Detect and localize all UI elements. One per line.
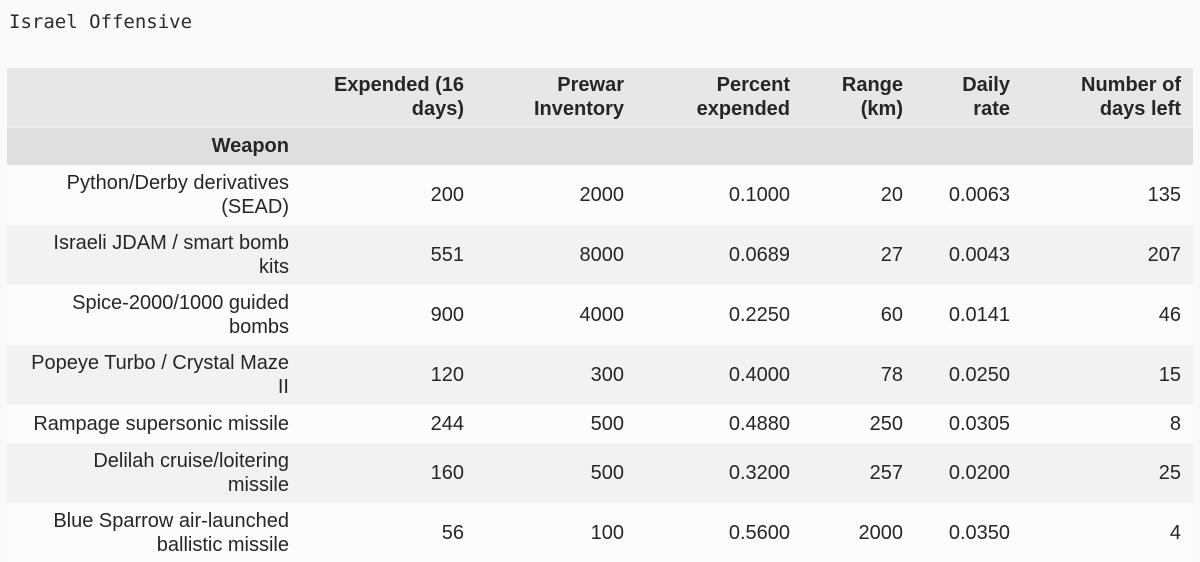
column-header-row: Expended (16 days) Prewar Inventory Perc… bbox=[7, 68, 1193, 128]
weapon-name-cell: Popeye Turbo / Crystal Maze II bbox=[7, 345, 301, 405]
days-left-cell: 46 bbox=[1022, 285, 1193, 345]
range-km-cell: 2000 bbox=[802, 503, 915, 562]
days-left-cell: 8 bbox=[1022, 405, 1193, 443]
daily-rate-cell: 0.0350 bbox=[915, 503, 1022, 562]
percent-expended-cell: 0.2250 bbox=[636, 285, 802, 345]
range-km-cell: 257 bbox=[802, 443, 915, 503]
percent-expended-cell: 0.5600 bbox=[636, 503, 802, 562]
column-header-days-left: Number of days left bbox=[1022, 68, 1193, 128]
table-row: Rampage supersonic missile 244 500 0.488… bbox=[7, 405, 1193, 443]
days-left-cell: 4 bbox=[1022, 503, 1193, 562]
weapon-name-cell: Python/Derby derivatives (SEAD) bbox=[7, 165, 301, 225]
column-header-prewar-inventory: Prewar Inventory bbox=[476, 68, 636, 128]
days-left-cell: 25 bbox=[1022, 443, 1193, 503]
expended-cell: 120 bbox=[301, 345, 476, 405]
daily-rate-cell: 0.0141 bbox=[915, 285, 1022, 345]
weapons-data-table: Expended (16 days) Prewar Inventory Perc… bbox=[7, 68, 1193, 562]
expended-cell: 56 bbox=[301, 503, 476, 562]
range-km-cell: 27 bbox=[802, 225, 915, 285]
prewar-inventory-cell: 500 bbox=[476, 405, 636, 443]
column-header-daily-rate: Daily rate bbox=[915, 68, 1022, 128]
expended-cell: 900 bbox=[301, 285, 476, 345]
corner-blank-cell bbox=[7, 68, 301, 128]
weapon-name-cell: Delilah cruise/loitering missile bbox=[7, 443, 301, 503]
weapon-name-cell: Spice-2000/1000 guided bombs bbox=[7, 285, 301, 345]
daily-rate-cell: 0.0200 bbox=[915, 443, 1022, 503]
days-left-cell: 135 bbox=[1022, 165, 1193, 225]
weapon-name-cell: Blue Sparrow air-launched ballistic miss… bbox=[7, 503, 301, 562]
table-row: Israeli JDAM / smart bomb kits 551 8000 … bbox=[7, 225, 1193, 285]
table-body: Python/Derby derivatives (SEAD) 200 2000… bbox=[7, 165, 1193, 562]
percent-expended-cell: 0.3200 bbox=[636, 443, 802, 503]
prewar-inventory-cell: 8000 bbox=[476, 225, 636, 285]
percent-expended-cell: 0.4880 bbox=[636, 405, 802, 443]
prewar-inventory-cell: 4000 bbox=[476, 285, 636, 345]
table-row: Blue Sparrow air-launched ballistic miss… bbox=[7, 503, 1193, 562]
weapon-name-cell: Israeli JDAM / smart bomb kits bbox=[7, 225, 301, 285]
column-header-expended: Expended (16 days) bbox=[301, 68, 476, 128]
daily-rate-cell: 0.0063 bbox=[915, 165, 1022, 225]
column-header-percent-expended: Percent expended bbox=[636, 68, 802, 128]
expended-cell: 200 bbox=[301, 165, 476, 225]
prewar-inventory-cell: 500 bbox=[476, 443, 636, 503]
daily-rate-cell: 0.0043 bbox=[915, 225, 1022, 285]
table-header: Expended (16 days) Prewar Inventory Perc… bbox=[7, 68, 1193, 165]
table-row: Delilah cruise/loitering missile 160 500… bbox=[7, 443, 1193, 503]
percent-expended-cell: 0.4000 bbox=[636, 345, 802, 405]
prewar-inventory-cell: 300 bbox=[476, 345, 636, 405]
expended-cell: 160 bbox=[301, 443, 476, 503]
column-header-range-km: Range (km) bbox=[802, 68, 915, 128]
percent-expended-cell: 0.0689 bbox=[636, 225, 802, 285]
index-header-row: Weapon bbox=[7, 127, 1193, 165]
table-row: Python/Derby derivatives (SEAD) 200 2000… bbox=[7, 165, 1193, 225]
days-left-cell: 15 bbox=[1022, 345, 1193, 405]
daily-rate-cell: 0.0305 bbox=[915, 405, 1022, 443]
prewar-inventory-cell: 100 bbox=[476, 503, 636, 562]
daily-rate-cell: 0.0250 bbox=[915, 345, 1022, 405]
weapon-name-cell: Rampage supersonic missile bbox=[7, 405, 301, 443]
range-km-cell: 60 bbox=[802, 285, 915, 345]
index-label: Weapon bbox=[211, 135, 289, 158]
table-row: Popeye Turbo / Crystal Maze II 120 300 0… bbox=[7, 345, 1193, 405]
days-left-cell: 207 bbox=[1022, 225, 1193, 285]
page-title: Israel Offensive bbox=[9, 11, 193, 33]
table-row: Spice-2000/1000 guided bombs 900 4000 0.… bbox=[7, 285, 1193, 345]
expended-cell: 244 bbox=[301, 405, 476, 443]
range-km-cell: 78 bbox=[802, 345, 915, 405]
expended-cell: 551 bbox=[301, 225, 476, 285]
prewar-inventory-cell: 2000 bbox=[476, 165, 636, 225]
range-km-cell: 20 bbox=[802, 165, 915, 225]
percent-expended-cell: 0.1000 bbox=[636, 165, 802, 225]
range-km-cell: 250 bbox=[802, 405, 915, 443]
